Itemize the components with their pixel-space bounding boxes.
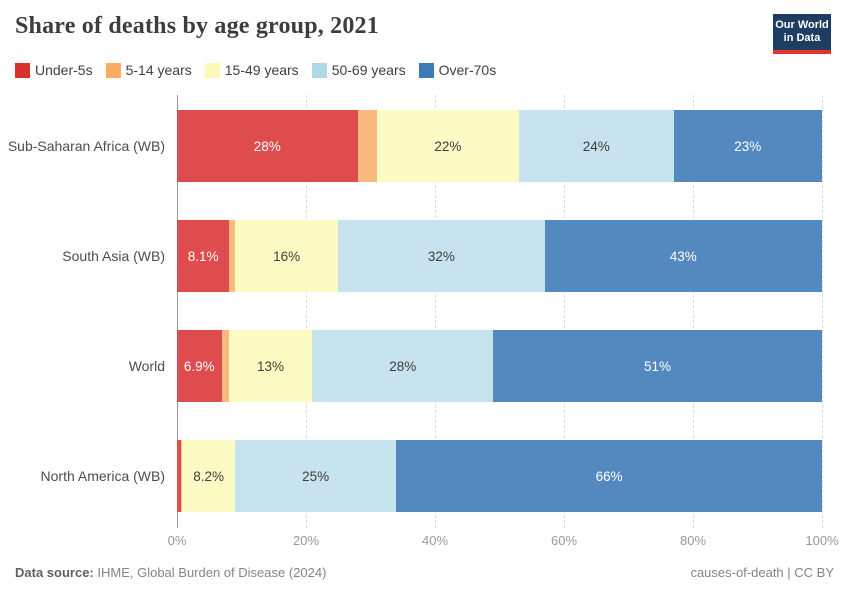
- gridline: [435, 95, 436, 528]
- bar-value-label: 8.2%: [193, 468, 224, 484]
- bar-value-label: 32%: [427, 248, 455, 264]
- bar-segment-50-69-years[interactable]: 24%: [518, 110, 674, 182]
- bar-segment-over-70s[interactable]: 43%: [544, 220, 822, 292]
- bar-value-label: 22%: [434, 138, 462, 154]
- row-label-world[interactable]: World: [128, 358, 165, 374]
- bar-segment-50-69-years[interactable]: 28%: [312, 330, 494, 402]
- bar-segment-5-14-years[interactable]: [357, 110, 377, 182]
- gridline: [693, 95, 694, 528]
- bar-value-label: 43%: [669, 248, 697, 264]
- plot-area: 0% 20% 40% 60% 80% 100% 28% 22% 24% 23% 8.1% 16% 32%…: [168, 95, 839, 548]
- bar-segment-under-5s[interactable]: 6.9%: [177, 330, 222, 402]
- bar-row-south-asia-wb: 8.1% 16% 32% 43%: [177, 220, 822, 292]
- bar-segment-under-5s[interactable]: 8.1%: [177, 220, 230, 292]
- chart-title: Share of deaths by age group, 2021: [15, 13, 379, 39]
- legend-item-under-5s[interactable]: Under-5s: [15, 62, 93, 78]
- legend-swatch: [418, 62, 434, 78]
- x-tick-label: 60%: [550, 533, 578, 548]
- legend-item-over-70s[interactable]: Over-70s: [418, 62, 497, 78]
- bar-segment-over-70s[interactable]: 23%: [673, 110, 822, 182]
- bar-segment-under-5s[interactable]: 28%: [177, 110, 358, 182]
- owid-logo-line1: Our World: [775, 19, 829, 31]
- data-source-label: Data source:: [15, 565, 94, 580]
- bar-segment-5-14-years[interactable]: [229, 220, 236, 292]
- footer: Data source: IHME, Global Burden of Dise…: [0, 565, 850, 580]
- x-tick-label: 20%: [292, 533, 320, 548]
- legend-item-50-69-years[interactable]: 50-69 years: [311, 62, 406, 78]
- gridline: [564, 95, 565, 528]
- bar-value-label: 24%: [582, 138, 610, 154]
- bar-segment-over-70s[interactable]: 51%: [493, 330, 822, 402]
- bar-value-label: 28%: [389, 358, 417, 374]
- owid-logo[interactable]: Our World in Data: [773, 14, 831, 54]
- bar-segment-over-70s[interactable]: 66%: [396, 440, 822, 512]
- bar-segment-5-14-years[interactable]: [221, 330, 229, 402]
- bar-value-label: 6.9%: [183, 358, 215, 374]
- bar-segment-50-69-years[interactable]: 25%: [235, 440, 397, 512]
- owid-logo-line2: in Data: [783, 32, 821, 44]
- bar-row-north-america-wb: 8.2% 25% 66%: [177, 440, 822, 512]
- bar-segment-15-49-years[interactable]: 8.2%: [182, 440, 236, 512]
- bar-value-label: 51%: [643, 358, 672, 374]
- bar-value-label: 66%: [595, 468, 623, 484]
- y-axis-line: [177, 95, 178, 528]
- gridline: [822, 95, 823, 528]
- bar-value-label: 8.1%: [187, 248, 219, 264]
- bar-segment-15-49-years[interactable]: 13%: [228, 330, 313, 402]
- row-label-south-asia-wb[interactable]: South Asia (WB): [62, 248, 165, 264]
- legend-swatch: [15, 62, 30, 78]
- legend-label: Over-70s: [438, 62, 497, 78]
- legend-label: 5-14 years: [125, 62, 192, 78]
- legend-label: 15-49 years: [224, 62, 299, 78]
- bar-segment-5-14-years[interactable]: [180, 440, 183, 512]
- bar-value-label: 16%: [273, 248, 301, 264]
- bar-segment-under-5s[interactable]: [177, 440, 181, 512]
- gridline: [306, 95, 307, 528]
- bar-row-sub-saharan-africa-wb: 28% 22% 24% 23%: [177, 110, 822, 182]
- legend: Under-5s 5-14 years 15-49 years 50-69 years…: [15, 62, 496, 78]
- bar-segment-15-49-years[interactable]: 16%: [235, 220, 339, 292]
- row-label-sub-saharan-africa-wb[interactable]: Sub-Saharan Africa (WB): [7, 138, 165, 154]
- x-tick-label: 40%: [421, 533, 449, 548]
- bar-row-world: 6.9% 13% 28% 51%: [177, 330, 822, 402]
- bar-value-label: 23%: [734, 138, 762, 154]
- x-tick-label: 80%: [679, 533, 707, 548]
- row-label-north-america-wb[interactable]: North America (WB): [40, 468, 165, 484]
- license-note[interactable]: causes-of-death | CC BY: [690, 565, 834, 580]
- legend-label: 50-69 years: [331, 62, 406, 78]
- legend-swatch: [311, 62, 327, 78]
- x-tick-label: 100%: [805, 533, 839, 548]
- x-tick-label: 0%: [167, 533, 187, 548]
- data-source-text: IHME, Global Burden of Disease (2024): [93, 565, 327, 580]
- bar-value-label: 13%: [257, 358, 285, 374]
- bar-segment-50-69-years[interactable]: 32%: [338, 220, 545, 292]
- bar-value-label: 28%: [253, 138, 281, 154]
- legend-label: Under-5s: [35, 62, 93, 78]
- legend-swatch: [204, 62, 220, 78]
- bar-segment-15-49-years[interactable]: 22%: [376, 110, 519, 182]
- bar-value-label: 25%: [302, 468, 330, 484]
- data-source-note: Data source: IHME, Global Burden of Dise…: [15, 565, 326, 580]
- legend-item-5-14-years[interactable]: 5-14 years: [105, 62, 192, 78]
- legend-item-15-49-years[interactable]: 15-49 years: [204, 62, 299, 78]
- legend-swatch: [105, 62, 121, 78]
